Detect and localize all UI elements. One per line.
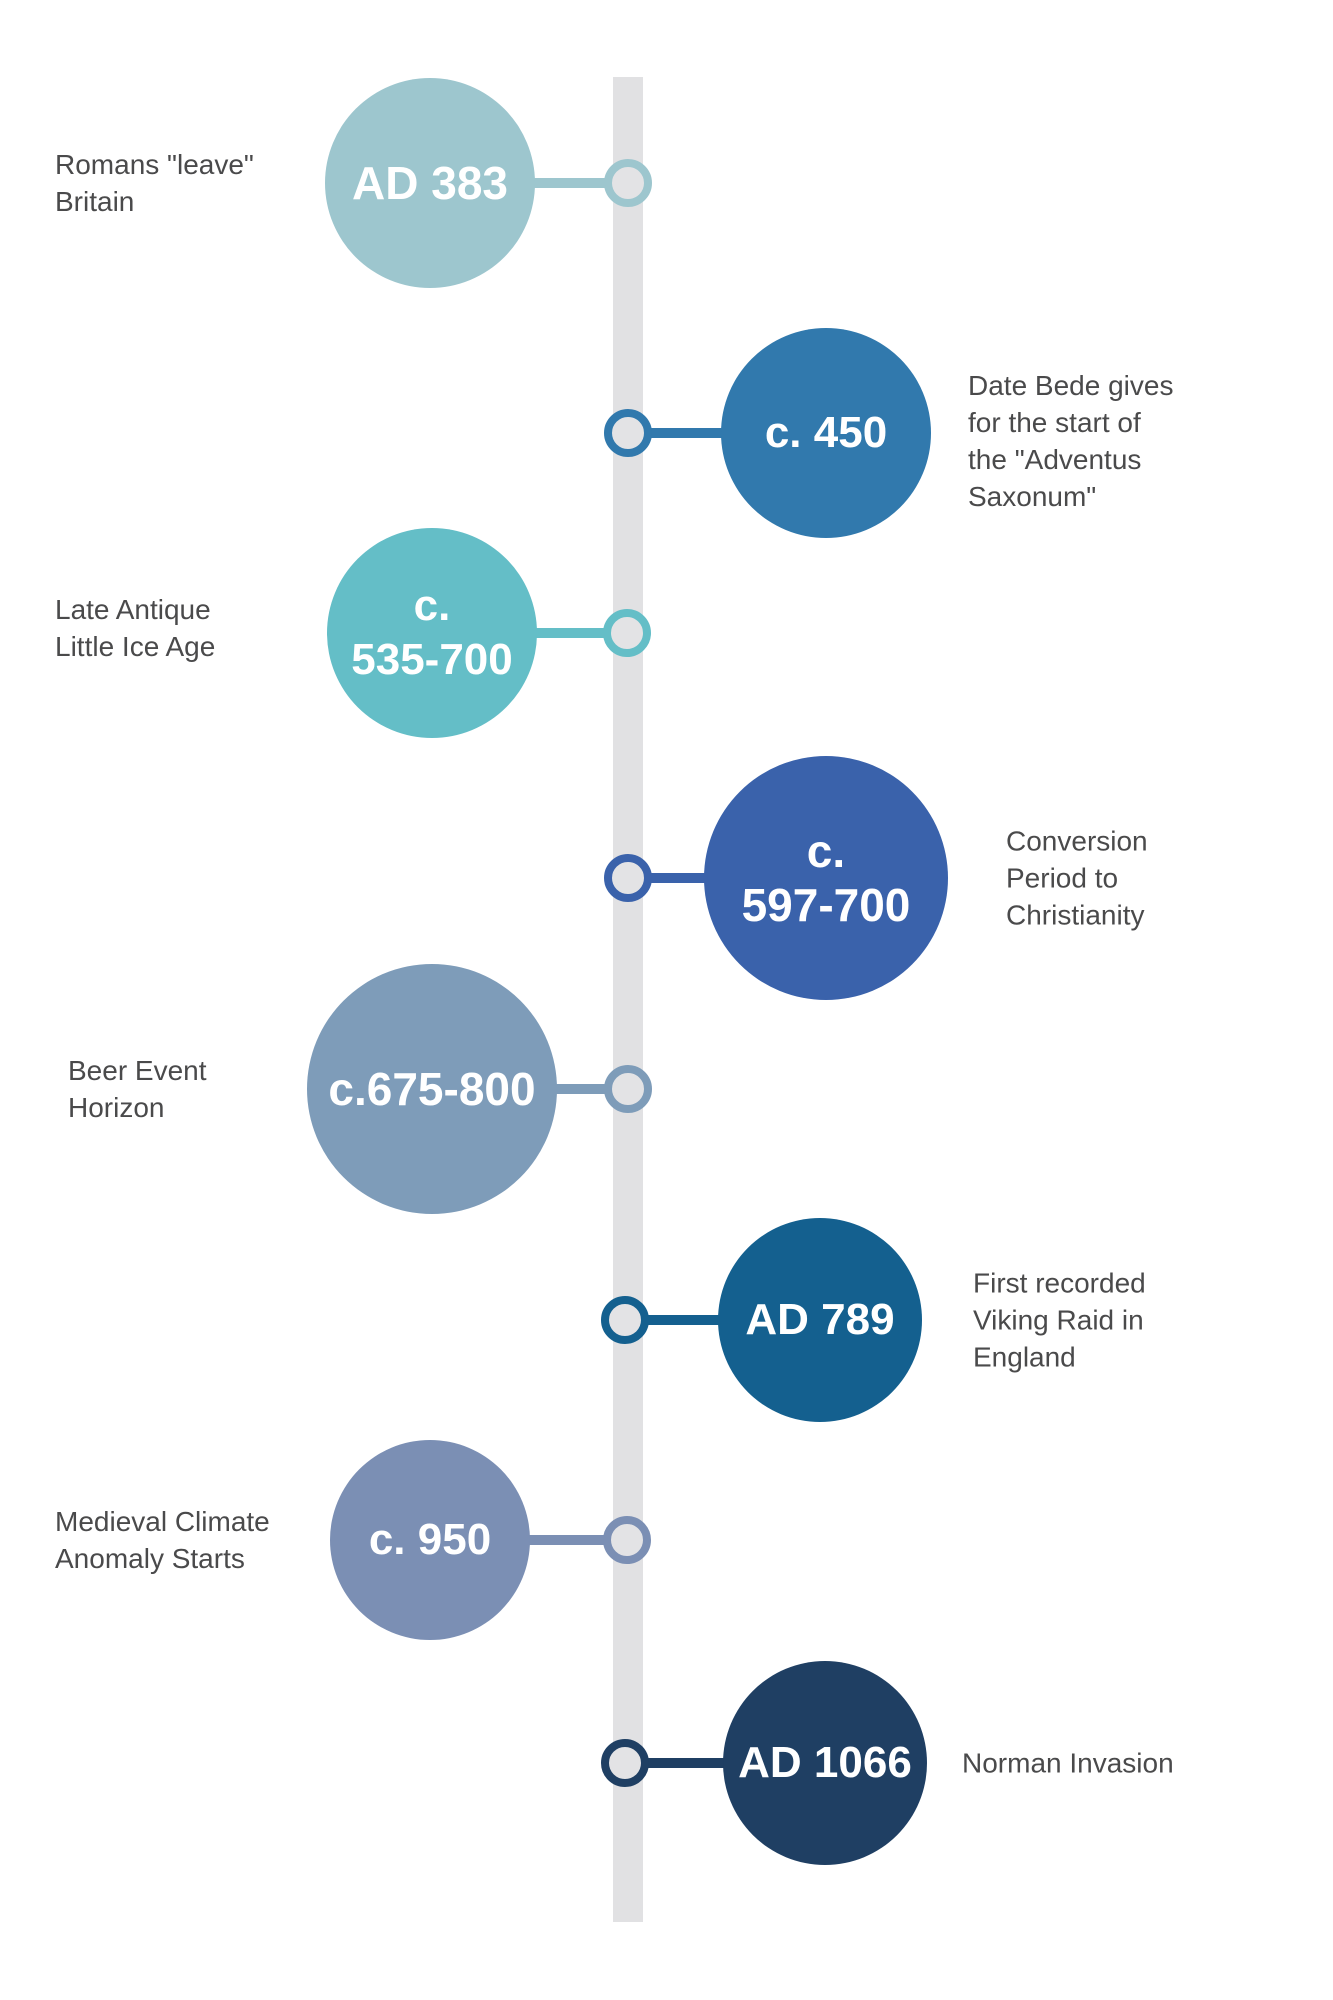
event-description: First recorded Viking Raid in England: [973, 1267, 1146, 1373]
event-date-circle: AD 1066: [723, 1661, 927, 1865]
timeline-node: [601, 1739, 649, 1787]
timeline-node: [603, 609, 651, 657]
event-description: Date Bede gives for the start of the "Ad…: [968, 370, 1174, 512]
event-date-circle: AD 789: [718, 1218, 922, 1422]
event-date: c. 535-700: [351, 581, 513, 684]
timeline-node: [604, 409, 652, 457]
event-date-circle: c. 450: [721, 328, 931, 538]
event-date-circle: c. 597-700: [704, 756, 948, 1000]
timeline-node: [601, 1296, 649, 1344]
event-date: c.675-800: [328, 1063, 536, 1115]
timeline-node: [604, 854, 652, 902]
event-date: c. 450: [764, 408, 888, 457]
event-date: c. 597-700: [741, 825, 911, 931]
timeline-node: [604, 159, 652, 207]
event-date: AD 383: [352, 157, 508, 209]
event-date-circle: c. 950: [330, 1440, 530, 1640]
event-description: Medieval Climate Anomaly Starts: [55, 1506, 270, 1574]
event-date: AD 1066: [738, 1738, 912, 1787]
timeline-node: [603, 1516, 651, 1564]
event-date: AD 789: [745, 1295, 895, 1344]
event-description: Romans "leave" Britain: [55, 149, 254, 217]
event-description: Conversion Period to Christianity: [1006, 825, 1148, 931]
event-date-circle: c.675-800: [307, 964, 557, 1214]
event-date: c. 950: [368, 1515, 492, 1564]
event-description: Beer Event Horizon: [68, 1055, 207, 1123]
event-date-circle: c. 535-700: [327, 528, 537, 738]
event-date-circle: AD 383: [325, 78, 535, 288]
event-description: Late Antique Little Ice Age: [55, 594, 216, 662]
timeline-node: [604, 1065, 652, 1113]
event-description: Norman Invasion: [962, 1747, 1174, 1779]
timeline-axis-line: [613, 77, 643, 1922]
